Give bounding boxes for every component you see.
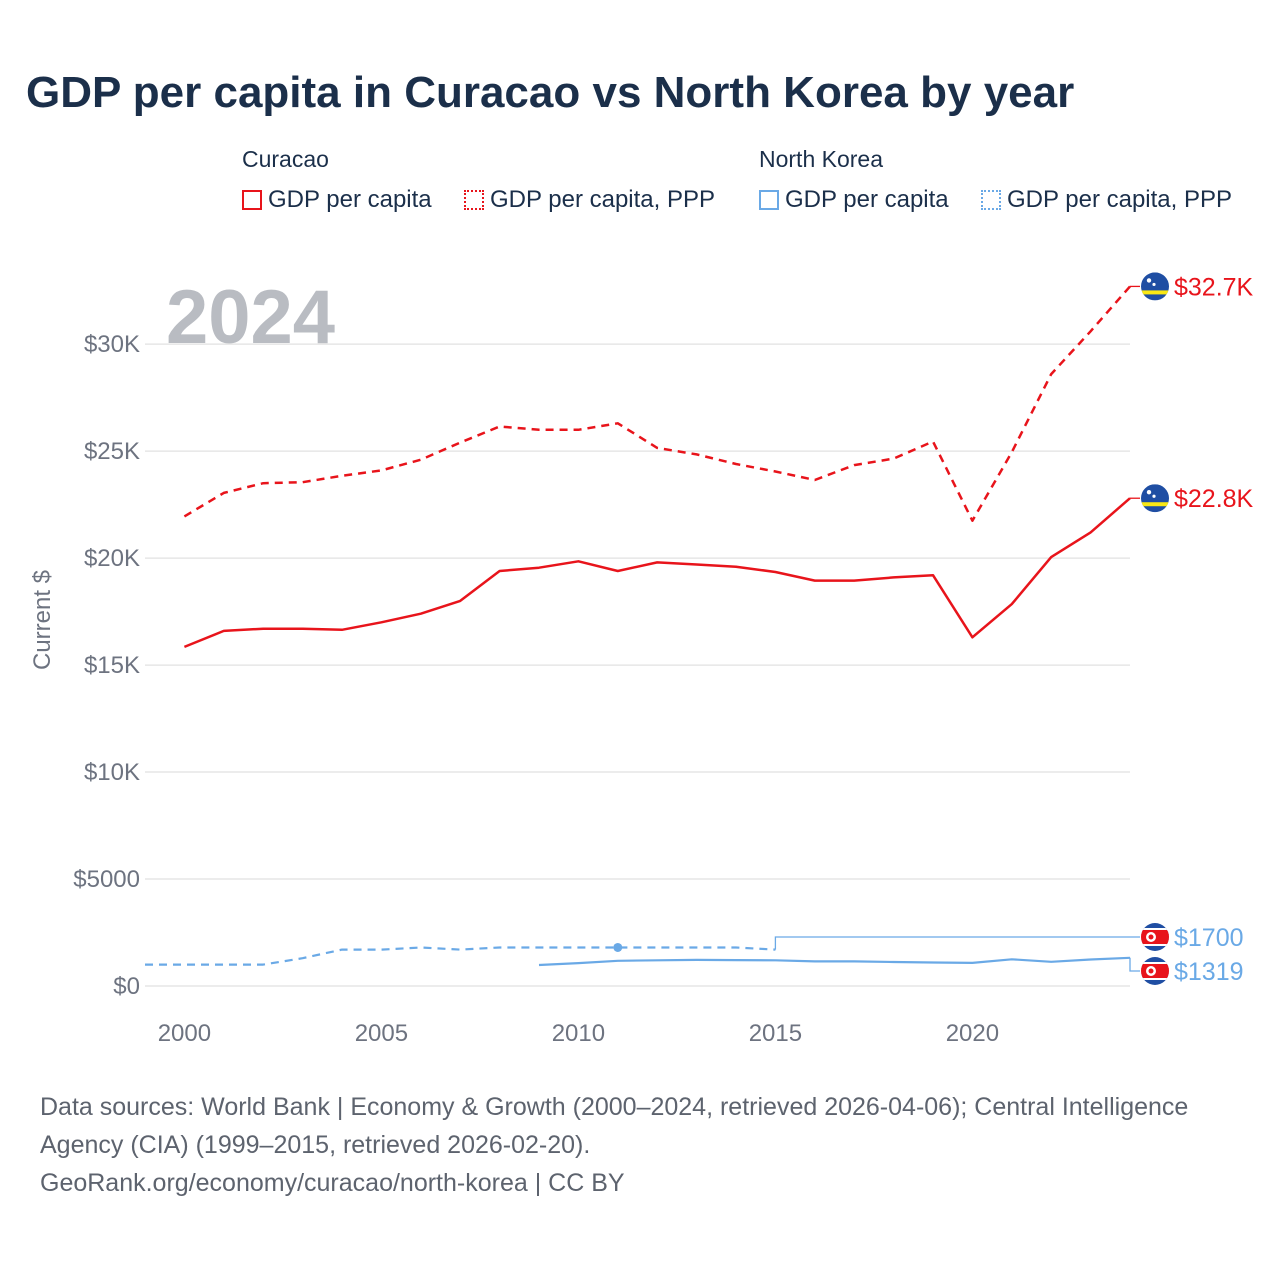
legend-swatch-solid-red [242,190,262,210]
end-value-label: $32.7K [1174,273,1254,301]
curacao-flag-icon [1141,272,1169,301]
y-tick-label: $30K [84,331,140,358]
legend-swatch-dotted-red [464,190,484,210]
y-tick-label: $5000 [73,866,140,893]
line-chart: 2024 Current $ $0 $5000 $10K $15K $20K $25K $3… [29,272,1254,1047]
x-tick-label: 2010 [552,1020,605,1047]
y-tick-label: $10K [84,759,140,786]
end-value-label: $1700 [1174,924,1244,952]
series-line [538,956,1131,967]
legend-swatch-solid-blue [759,190,779,210]
chart-title: GDP per capita in Curacao vs North Korea… [26,68,1075,117]
legend-group-north-korea: North Korea [759,146,884,172]
legend-curacao-gdp[interactable]: GDP per capita [242,186,432,214]
y-tick-label: $20K [84,545,140,572]
legend-label: GDP per capita [785,186,949,213]
legend-label: GDP per capita [268,186,432,213]
series-line [145,946,776,966]
north-korea-flag-icon [1141,957,1169,985]
curacao-flag-icon [1141,484,1169,513]
legend-group-curacao: Curacao [242,146,329,172]
legend-curacao-gdp-ppp[interactable]: GDP per capita, PPP [464,186,715,214]
label-connector [774,936,1140,950]
x-tick-label: 2005 [355,1020,408,1047]
year-watermark: 2024 [166,275,335,360]
credit-link[interactable]: GeoRank.org/economy/curacao/north-korea … [40,1169,625,1197]
label-connector [1129,957,1140,972]
y-tick-label: $15K [84,652,140,679]
legend-north-korea-gdp[interactable]: GDP per capita [759,186,949,214]
data-sources: Data sources: World Bank | Economy & Gro… [40,1093,1189,1159]
series-marker [613,942,623,952]
series-line [183,497,1131,649]
legend-swatch-dotted-blue [981,190,1001,210]
x-tick-label: 2015 [749,1020,802,1047]
end-value-label: $22.8K [1174,485,1254,513]
y-tick-label: $0 [113,973,140,1000]
legend-label: GDP per capita, PPP [490,186,715,213]
y-tick-label: $25K [84,438,140,465]
series-line [183,285,1131,522]
footer: Data sources: World Bank | Economy & Gro… [40,1088,1240,1202]
end-value-label: $1319 [1174,958,1244,986]
y-axis-label: Current $ [29,570,56,670]
legend-label: GDP per capita, PPP [1007,186,1232,213]
x-tick-label: 2000 [158,1020,211,1047]
legend-north-korea-gdp-ppp[interactable]: GDP per capita, PPP [981,186,1232,214]
x-tick-label: 2020 [946,1020,999,1047]
north-korea-flag-icon [1141,923,1169,951]
